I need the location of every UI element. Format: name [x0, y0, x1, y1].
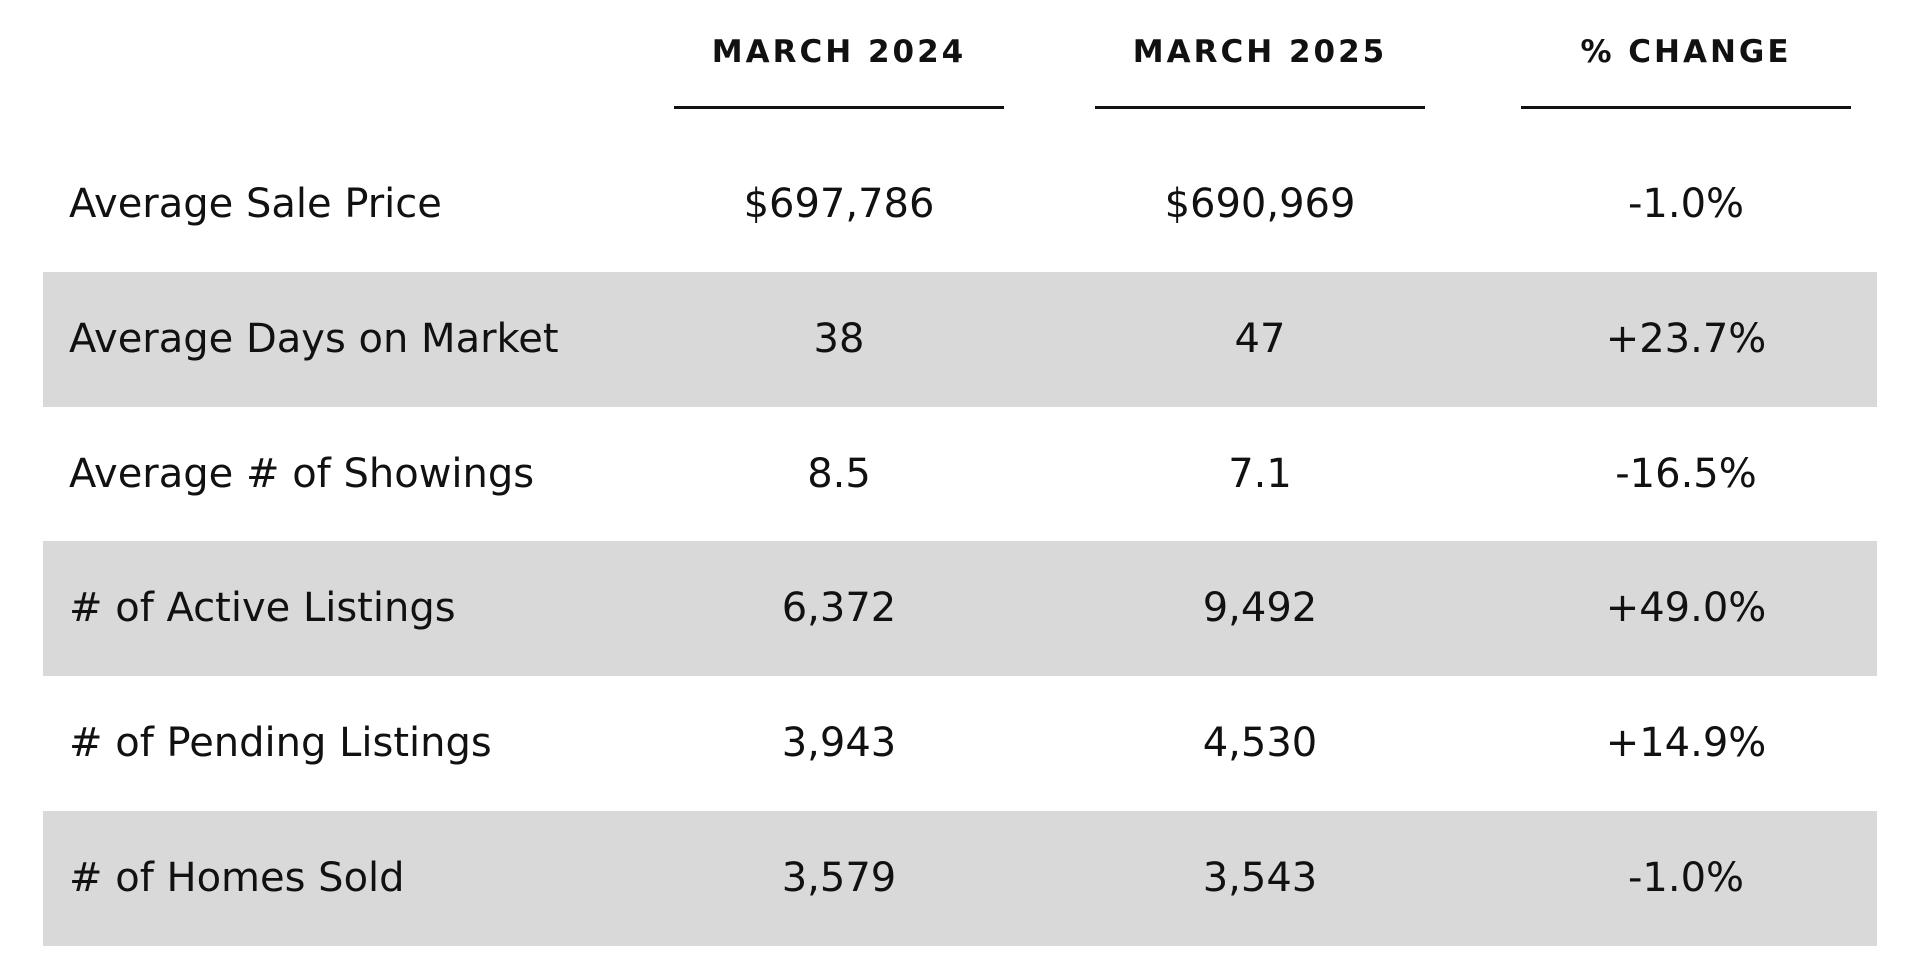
cell-value: -1.0% [1627, 181, 1745, 227]
cell-value: 38 [813, 315, 865, 362]
row-label: Average Sale Price [69, 181, 442, 227]
cell-value: +49.0% [1605, 585, 1767, 632]
column-header: % CHANGE [1580, 34, 1792, 70]
cell-value: 7.1 [1228, 450, 1292, 497]
row-label: # of Active Listings [69, 585, 456, 632]
table-row: # of Pending Listings 3,943 4,530 +14.9% [43, 676, 1877, 811]
row-label: Average # of Showings [69, 450, 535, 497]
cell-value: 3,543 [1202, 855, 1318, 901]
column-header: MARCH 2024 [711, 34, 967, 70]
column-header: MARCH 2025 [1132, 34, 1388, 70]
cell-value: -16.5% [1615, 450, 1757, 497]
table-row: # of Homes Sold 3,579 3,543 -1.0% [43, 811, 1877, 946]
cell-value: 9,492 [1202, 585, 1318, 632]
header-underline [674, 106, 1004, 109]
cell-value: 3,579 [781, 855, 897, 901]
cell-value: 47 [1234, 315, 1286, 362]
table-row: Average Days on Market 38 47 +23.7% [43, 271, 1877, 407]
cell-value: $690,969 [1164, 181, 1356, 227]
row-label: # of Homes Sold [69, 855, 405, 901]
table-row: Average Sale Price $697,786 $690,969 -1.0% [43, 137, 1877, 272]
cell-value: 6,372 [781, 585, 897, 632]
row-label: Average Days on Market [69, 315, 559, 362]
header-underline [1095, 106, 1425, 109]
cell-value: 4,530 [1202, 720, 1318, 767]
cell-value: $697,786 [743, 181, 935, 227]
table-row: # of Active Listings 6,372 9,492 +49.0% [43, 541, 1877, 677]
cell-value: 3,943 [781, 720, 897, 767]
header-underline [1521, 106, 1851, 109]
cell-value: -1.0% [1627, 855, 1745, 901]
cell-value: +23.7% [1605, 315, 1767, 362]
table-row: Average # of Showings 8.5 7.1 -16.5% [43, 407, 1877, 542]
row-label: # of Pending Listings [69, 720, 492, 767]
cell-value: 8.5 [807, 450, 871, 497]
cell-value: +14.9% [1605, 720, 1767, 767]
